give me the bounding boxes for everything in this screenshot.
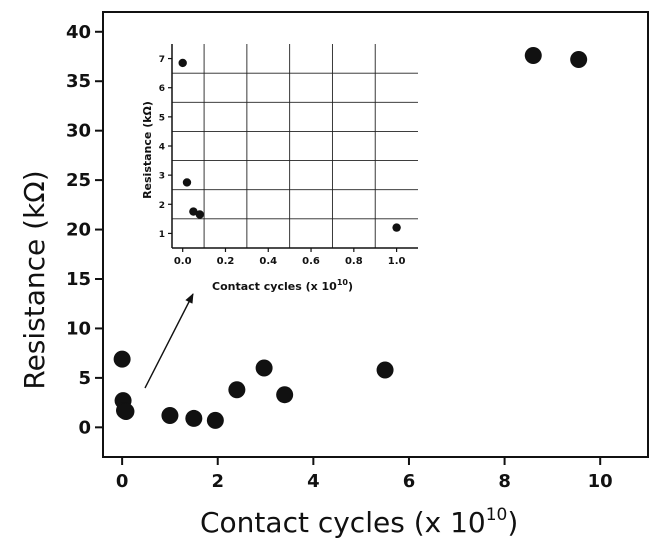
main-y-tick-label: 35 — [66, 71, 91, 92]
main-data-point — [524, 47, 542, 65]
main-x-tick-label: 4 — [307, 471, 320, 492]
main-data-point — [117, 403, 135, 421]
main-x-ticks: 0 2 4 6 8 10 — [116, 457, 613, 492]
main-x-tick-label: 0 — [116, 471, 129, 492]
inset-y-axis-title: Resistance (kΩ) — [141, 101, 154, 199]
inset-background — [170, 44, 420, 254]
main-data-point — [206, 411, 224, 429]
main-x-tick-label: 10 — [588, 471, 613, 492]
main-y-tick-label: 40 — [66, 22, 91, 43]
inset-data-point — [195, 210, 205, 219]
main-y-axis-title: Resistance (kΩ) — [18, 170, 51, 389]
inset-data-point — [178, 58, 187, 68]
inset-x-axis-title: Contact cycles (x 1010) — [212, 278, 353, 293]
inset-x-tick-label: 0.2 — [217, 256, 235, 267]
main-data-point — [376, 361, 394, 379]
inset-y-tick-label: 5 — [159, 113, 165, 123]
main-y-tick-label: 0 — [78, 417, 91, 438]
inset-y-ticks: 1 2 3 4 5 6 7 — [159, 55, 172, 240]
main-y-tick-label: 5 — [78, 368, 91, 389]
inset-x-tick-label: 0.0 — [174, 256, 192, 267]
main-data-point — [185, 409, 203, 427]
main-data-point — [161, 406, 179, 424]
inset-x-tick-label: 1.0 — [388, 256, 406, 267]
main-x-tick-label: 6 — [403, 471, 416, 492]
inset-x-tick-label: 0.8 — [345, 256, 363, 267]
inset-callout-arrow — [144, 293, 194, 389]
main-data-point — [113, 350, 131, 368]
main-plot-frame — [102, 11, 649, 458]
main-y-tick-label: 15 — [66, 269, 91, 290]
inset-data-point — [392, 223, 401, 232]
main-y-tick-label: 30 — [66, 121, 91, 142]
inset-x-tick-label: 0.4 — [259, 256, 277, 267]
main-y-tick-label: 20 — [66, 220, 91, 241]
inset-chart: 0.0 0.2 0.4 0.6 0.8 1.0 1 2 3 4 5 6 7 Resistance (k… — [141, 44, 420, 293]
inset-y-tick-label: 1 — [159, 230, 165, 240]
inset-x-ticks: 0.0 0.2 0.4 0.6 0.8 1.0 — [174, 248, 406, 267]
main-y-tick-label: 25 — [66, 170, 91, 191]
main-x-tick-label: 2 — [211, 471, 224, 492]
main-x-tick-label: 8 — [498, 471, 511, 492]
inset-data-points — [178, 58, 401, 232]
inset-y-tick-label: 2 — [159, 201, 165, 211]
main-x-axis-title: Contact cycles (x 1010) — [200, 505, 518, 539]
inset-data-point — [189, 207, 198, 216]
main-data-point — [255, 359, 273, 377]
main-y-tick-label: 10 — [66, 318, 91, 339]
main-data-point — [228, 381, 246, 399]
inset-data-point — [182, 178, 192, 187]
main-data-points — [113, 47, 588, 429]
inset-y-tick-label: 4 — [159, 143, 165, 153]
inset-y-tick-label: 6 — [159, 84, 165, 94]
main-y-ticks: 0 5 10 15 20 25 30 35 40 — [66, 22, 103, 438]
inset-y-tick-label: 7 — [159, 55, 165, 65]
main-data-point — [276, 386, 294, 404]
main-data-point — [570, 50, 588, 68]
inset-y-tick-label: 3 — [159, 172, 165, 182]
inset-grid — [172, 44, 418, 248]
inset-x-tick-label: 0.6 — [302, 256, 320, 267]
